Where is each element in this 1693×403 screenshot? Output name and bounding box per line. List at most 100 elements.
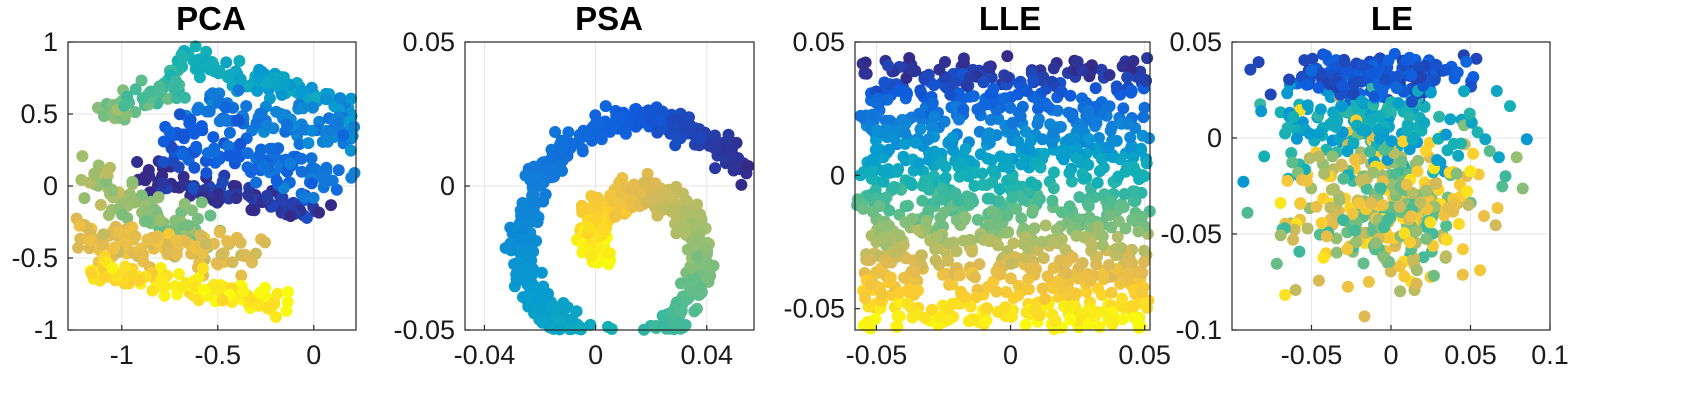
scatter-point <box>1019 125 1032 138</box>
scatter-point <box>1329 120 1342 133</box>
scatter-point <box>271 287 284 300</box>
scatter-point <box>865 278 878 291</box>
scatter-point <box>1474 264 1487 277</box>
scatter-point <box>1022 273 1035 285</box>
scatter-point <box>1059 243 1072 256</box>
scatter-point <box>1373 110 1386 123</box>
scatter-point <box>985 154 998 167</box>
scatter-point <box>1294 197 1307 210</box>
scatter-point <box>664 190 677 203</box>
scatter-point <box>901 297 914 310</box>
scatter-point <box>256 159 269 172</box>
scatter-point <box>176 281 189 294</box>
scatter-point <box>875 288 888 301</box>
scatter-point <box>173 108 186 121</box>
scatter-point <box>962 166 975 179</box>
scatter-point <box>681 243 694 256</box>
scatter-point <box>1376 199 1389 212</box>
scatter-point <box>334 92 347 105</box>
scatter-point <box>209 63 222 76</box>
scatter-point <box>1287 233 1300 246</box>
scatter-point <box>1106 134 1119 147</box>
scatter-point <box>1310 200 1323 213</box>
scatter-point <box>1103 209 1116 222</box>
scatter-point <box>1281 121 1294 134</box>
scatter-point <box>100 175 113 188</box>
scatter-point <box>78 192 91 205</box>
scatter-point <box>1492 151 1505 164</box>
scatter-point <box>584 318 597 331</box>
scatter-point <box>1244 63 1257 76</box>
scatter-point <box>251 84 264 97</box>
scatter-point <box>207 131 220 144</box>
scatter-point <box>302 137 315 150</box>
scatter-point <box>1393 200 1406 213</box>
scatter-point <box>344 144 357 157</box>
scatter-point <box>1320 230 1333 243</box>
scatter-point <box>1255 105 1268 118</box>
scatter-point <box>1349 224 1362 237</box>
scatter-point <box>963 71 976 84</box>
scatter-point <box>1071 55 1084 68</box>
scatter-point <box>1456 243 1469 256</box>
scatter-point <box>1241 206 1254 219</box>
scatter-point <box>1005 310 1018 323</box>
scatter-point <box>934 310 947 323</box>
scatter-point <box>1030 263 1042 276</box>
scatter-point <box>305 177 318 190</box>
scatter-point <box>669 139 682 152</box>
scatter-point <box>1140 157 1153 170</box>
scatter-point <box>1347 88 1360 101</box>
axes-frame <box>854 41 1151 331</box>
scatter-point <box>944 88 957 101</box>
scatter-point <box>1045 75 1058 88</box>
scatter-point <box>144 85 157 98</box>
scatter-point <box>100 167 113 179</box>
scatter-point <box>969 271 981 284</box>
scatter-point <box>585 128 598 141</box>
scatter-point <box>1490 85 1503 97</box>
x-tick-label: -0.04 <box>454 340 516 370</box>
scatter-point <box>206 87 219 100</box>
scatter-point <box>515 245 528 258</box>
scatter-point <box>88 167 101 180</box>
scatter-point <box>215 248 228 261</box>
scatter-point <box>1124 131 1137 144</box>
scatter-point <box>1082 133 1095 145</box>
scatter-point <box>854 109 867 122</box>
scatter-point <box>1358 310 1371 323</box>
scatter-point <box>1019 230 1032 243</box>
scatter-point <box>106 261 119 274</box>
scatter-point <box>607 118 620 130</box>
scatter-point <box>1439 64 1452 76</box>
scatter-point <box>616 172 629 184</box>
x-tick-label: 0 <box>1003 340 1018 370</box>
scatter-point <box>1066 111 1079 124</box>
scatter-point <box>1006 116 1019 129</box>
scatter-point <box>332 164 345 177</box>
scatter-point <box>966 242 978 255</box>
scatter-point <box>131 156 144 168</box>
scatter-point <box>964 300 977 313</box>
scatter-point <box>194 229 207 242</box>
scatter-point <box>169 83 182 96</box>
scatter-point <box>1338 55 1351 68</box>
scatter-point <box>930 230 943 243</box>
scatter-point <box>878 76 891 89</box>
scatter-point <box>929 254 942 267</box>
scatter-point <box>880 123 892 136</box>
scatter-point <box>557 297 570 309</box>
scatter-point <box>254 107 267 120</box>
scatter-point <box>1030 179 1043 192</box>
scatter-point <box>866 108 879 121</box>
scatter-point <box>898 271 911 284</box>
scatter-point <box>1057 153 1070 166</box>
scatter-point <box>1372 123 1385 136</box>
scatter-point <box>1341 243 1354 256</box>
scatter-point <box>276 195 289 207</box>
scatter-point <box>1082 104 1095 117</box>
scatter-point <box>232 84 245 97</box>
scatter-point <box>1012 135 1025 148</box>
scatter-point <box>152 191 165 204</box>
scatter-point <box>1081 197 1094 210</box>
